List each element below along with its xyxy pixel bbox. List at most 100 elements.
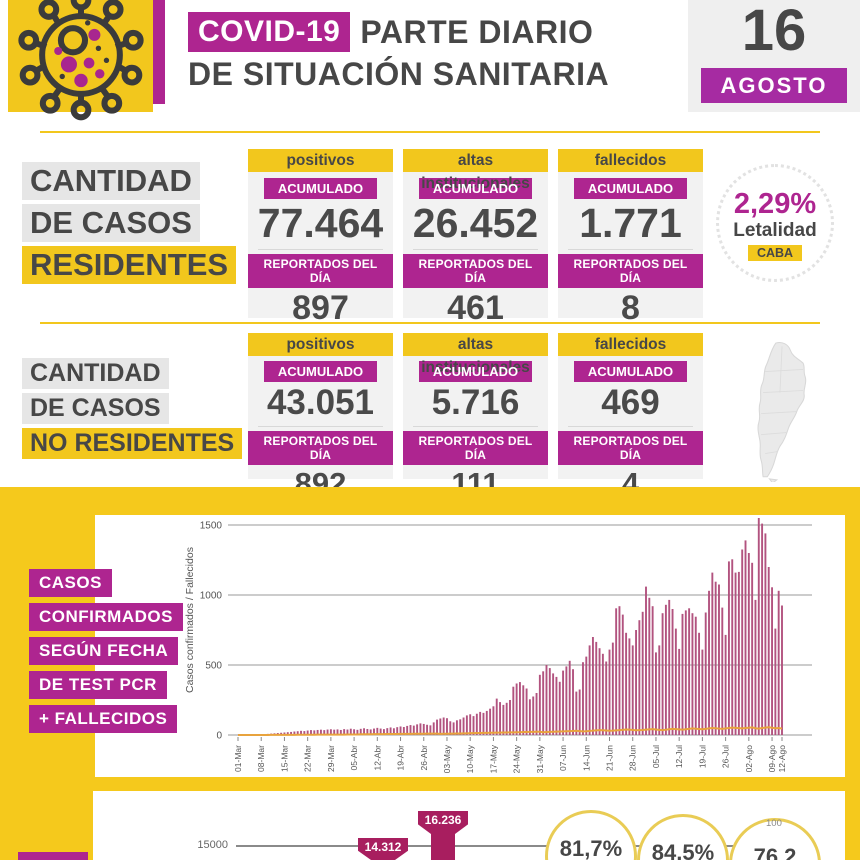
- title-line1-text: PARTE DIARIO: [360, 13, 594, 50]
- column-panel: ACUMULADO 5.716 REPORTADOS DEL DÍA 111: [403, 356, 548, 501]
- title-word: DE CASOS: [22, 204, 200, 242]
- divider: [568, 249, 693, 250]
- svg-text:08-Mar: 08-Mar: [256, 745, 266, 772]
- title-word: CANTIDAD: [22, 358, 169, 389]
- column-header: positivos: [248, 149, 393, 172]
- svg-text:17-May: 17-May: [488, 744, 498, 773]
- chart-side-label: DE TEST PCR: [29, 671, 167, 699]
- acumulado-badge: ACUMULADO: [263, 361, 378, 382]
- svg-text:09-Ago: 09-Ago: [767, 745, 777, 773]
- stat-circle-fallecidos-1: 84,5% fallecidos: [637, 814, 729, 860]
- bottom-frame-right: [845, 791, 860, 860]
- title-word-highlight: NO RESIDENTES: [22, 428, 243, 459]
- stat-col-residentes-fallecidos: fallecidos ACUMULADO 1.771 REPORTADOS DE…: [558, 149, 703, 327]
- bottom-bar-label-flag: 14.312: [358, 838, 408, 860]
- bottom-frame-left: [0, 791, 93, 860]
- column-panel: ACUMULADO 43.051 REPORTADOS DEL DÍA 892: [248, 356, 393, 501]
- divider: [568, 426, 693, 427]
- chart-side-label: SEGÚN FECHA: [29, 637, 179, 665]
- reportados-badge: REPORTADOS DEL DÍA: [558, 431, 703, 465]
- virus-icon: [18, 0, 144, 121]
- letalidad-value: 2,29%: [733, 188, 817, 220]
- chart-side-label: CONFIRMADOS: [29, 603, 183, 631]
- svg-text:1000: 1000: [200, 591, 223, 602]
- report-title: COVID-19 PARTE DIARIO: [188, 12, 593, 52]
- chart-side-label: + FALLECIDOS: [29, 705, 178, 733]
- acumulado-value: 469: [601, 383, 660, 422]
- argentina-map: [757, 342, 807, 482]
- acumulado-badge: ACUMULADO: [263, 178, 378, 199]
- svg-text:19-Abr: 19-Abr: [396, 745, 406, 771]
- letalidad-label: Letalidad: [733, 220, 817, 241]
- bottom-bar-label-flag: 16.236: [418, 811, 468, 834]
- stat-col-noresidentes-fallecidos: fallecidos ACUMULADO 469 REPORTADOS DEL …: [558, 333, 703, 501]
- svg-text:19-Jul: 19-Jul: [697, 745, 707, 768]
- stat-col-noresidentes-positivos: positivos ACUMULADO 43.051 REPORTADOS DE…: [248, 333, 393, 501]
- svg-text:05-Jul: 05-Jul: [651, 745, 661, 768]
- svg-text:26-Jul: 26-Jul: [721, 745, 731, 768]
- svg-text:1500: 1500: [200, 521, 223, 532]
- title-line2-text: DE SITUACIÓN SANITARIA: [188, 56, 610, 92]
- stat-col-residentes-positivos: positivos ACUMULADO 77.464 REPORTADOS DE…: [248, 149, 393, 327]
- date-box: 16 AGOSTO: [688, 0, 860, 112]
- column-panel: ACUMULADO 26.452 REPORTADOS DEL DÍA 461: [403, 172, 548, 327]
- column-header: altas institucionales: [403, 333, 548, 376]
- column-header: fallecidos: [558, 149, 703, 172]
- column-header: altas institucionales: [403, 149, 548, 192]
- svg-text:26-Abr: 26-Abr: [419, 745, 429, 771]
- reportados-badge: REPORTADOS DEL DÍA: [248, 254, 393, 288]
- acumulado-value: 26.452: [412, 200, 539, 246]
- svg-text:15-Mar: 15-Mar: [279, 745, 289, 772]
- reportados-badge: REPORTADOS DEL DÍA: [248, 431, 393, 465]
- column-header: fallecidos: [558, 333, 703, 356]
- svg-text:22-Mar: 22-Mar: [303, 745, 313, 772]
- title-word-highlight: RESIDENTES: [22, 246, 237, 284]
- svg-text:01-Mar: 01-Mar: [233, 745, 243, 772]
- acumulado-value: 77.464: [257, 200, 384, 246]
- title-word: CANTIDAD: [22, 162, 200, 200]
- bottom-section-label-stub: [18, 852, 88, 860]
- date-month-badge: AGOSTO: [701, 68, 847, 103]
- svg-text:05-Abr: 05-Abr: [349, 745, 359, 771]
- title-word: DE CASOS: [22, 393, 169, 424]
- reportados-value: 897: [292, 289, 349, 327]
- circle-value: 84,5%: [651, 840, 715, 860]
- covid-badge: COVID-19: [188, 12, 351, 52]
- stat-col-noresidentes-altas: altas institucionales ACUMULADO 5.716 RE…: [403, 333, 548, 501]
- reportados-badge: REPORTADOS DEL DÍA: [403, 431, 548, 465]
- svg-text:07-Jun: 07-Jun: [558, 745, 568, 771]
- column-panel: ACUMULADO 469 REPORTADOS DEL DÍA 4: [558, 356, 703, 501]
- acumulado-badge: ACUMULADO: [573, 178, 688, 199]
- bottom-bar: [371, 858, 395, 860]
- svg-text:29-Mar: 29-Mar: [326, 745, 336, 772]
- date-day: 16: [741, 0, 807, 63]
- separator-line: [40, 322, 820, 324]
- acumulado-value: 43.051: [266, 383, 375, 422]
- svg-text:24-May: 24-May: [512, 744, 522, 773]
- header-accent-strip: [153, 0, 165, 104]
- reportados-value: 8: [621, 289, 640, 327]
- divider: [413, 249, 538, 250]
- acumulado-badge: ACUMULADO: [418, 361, 533, 382]
- circle-value: 76,2: [753, 844, 797, 860]
- acumulado-value: 5.716: [431, 383, 520, 422]
- svg-text:10-May: 10-May: [465, 744, 475, 773]
- stat-col-residentes-altas: altas institucionales ACUMULADO 26.452 R…: [403, 149, 548, 327]
- divider: [413, 426, 538, 427]
- reportados-badge: REPORTADOS DEL DÍA: [403, 254, 548, 288]
- reportados-value: 461: [447, 289, 504, 327]
- bottom-axis-label: 100: [766, 818, 782, 829]
- acumulado-badge: ACUMULADO: [418, 178, 533, 199]
- svg-text:0: 0: [216, 731, 222, 742]
- acumulado-badge: ACUMULADO: [573, 361, 688, 382]
- svg-text:12-Abr: 12-Abr: [372, 745, 382, 771]
- column-panel: ACUMULADO 1.771 REPORTADOS DEL DÍA 8: [558, 172, 703, 327]
- svg-text:12-Jul: 12-Jul: [674, 745, 684, 768]
- svg-text:21-Jun: 21-Jun: [605, 745, 615, 771]
- svg-text:03-May: 03-May: [442, 744, 452, 773]
- section-title-no-residentes: CANTIDAD DE CASOS NO RESIDENTES: [22, 358, 243, 463]
- bottom-bar: [431, 832, 455, 860]
- separator-line: [40, 131, 820, 133]
- svg-text:02-Ago: 02-Ago: [744, 745, 754, 773]
